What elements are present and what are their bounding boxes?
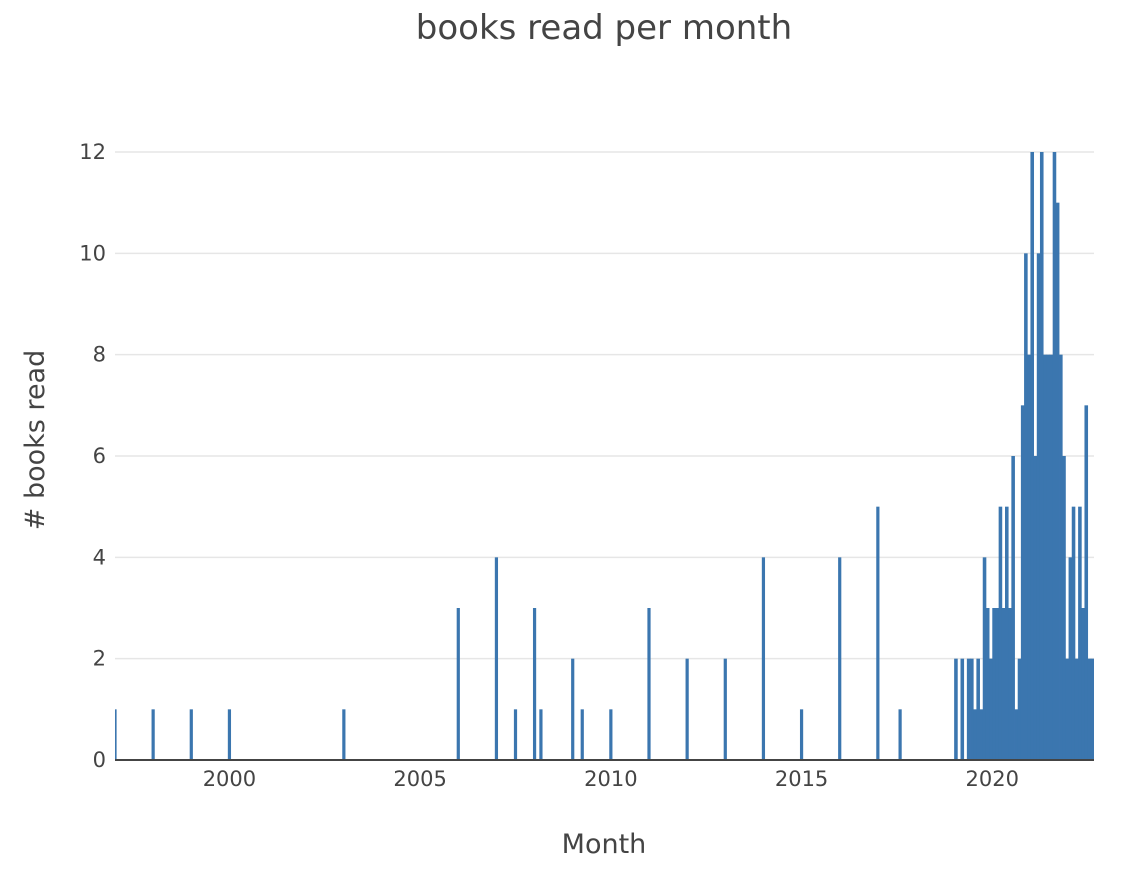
x-tick-labels: 2000 2005 2010 2015 2020: [203, 767, 1019, 791]
bar: [966, 658, 971, 760]
bar: [456, 608, 460, 760]
bar: [1036, 253, 1041, 761]
bar: [976, 658, 980, 760]
y-tick-labels: 0 2 4 6 8 10 12: [79, 140, 106, 772]
bar: [973, 709, 977, 760]
bar: [723, 658, 727, 760]
bar: [189, 709, 193, 760]
x-tick-label: 2005: [393, 767, 446, 791]
bar: [1020, 405, 1025, 760]
bar: [1030, 152, 1035, 760]
y-tick-label: 2: [93, 647, 106, 671]
bar: [571, 658, 575, 760]
bar: [1049, 354, 1054, 760]
bar: [1074, 658, 1079, 760]
y-tick-label: 6: [93, 444, 106, 468]
bar: [1014, 709, 1019, 760]
bar: [998, 506, 1003, 760]
bar: [1017, 658, 1022, 760]
x-tick-label: 2015: [775, 767, 828, 791]
bar: [1084, 405, 1089, 760]
bar: [1065, 658, 1069, 760]
bar: [647, 608, 651, 760]
y-tick-label: 10: [79, 241, 106, 265]
bar: [1078, 506, 1082, 760]
bar: [1081, 608, 1085, 760]
bar: [1024, 253, 1028, 761]
bar: [115, 709, 117, 760]
bar: [838, 557, 842, 760]
y-axis-title: # books read: [20, 350, 51, 530]
bar: [979, 709, 984, 760]
bar: [513, 709, 518, 760]
chart-title: books read per month: [416, 8, 792, 48]
bar: [1005, 506, 1009, 760]
bar: [1033, 456, 1038, 760]
bar: [1001, 608, 1006, 760]
bar: [532, 608, 537, 760]
bar: [1071, 506, 1076, 760]
bar: [992, 608, 996, 760]
bar: [995, 608, 1000, 760]
y-tick-label: 0: [93, 748, 106, 772]
x-axis-title: Month: [562, 829, 647, 860]
bar: [151, 709, 155, 760]
x-tick-label: 2010: [584, 767, 637, 791]
x-tick-label: 2000: [203, 767, 256, 791]
bar: [982, 557, 987, 760]
bar: [1008, 608, 1012, 760]
bar: [342, 709, 346, 760]
bar: [539, 709, 543, 760]
bar: [954, 658, 958, 760]
bar: [989, 658, 993, 760]
gridlines: [115, 151, 1094, 660]
bar: [960, 658, 965, 760]
bar: [1043, 354, 1047, 760]
bar: [985, 608, 990, 760]
bar: [970, 658, 974, 760]
bar: [1052, 152, 1057, 760]
bars: [115, 152, 1094, 761]
bar: [1059, 354, 1063, 760]
x-tick-label: 2020: [966, 767, 1019, 791]
bar: [1011, 456, 1015, 760]
y-tick-label: 12: [79, 140, 106, 164]
bar: [799, 709, 804, 760]
bar: [1046, 354, 1050, 760]
bar: [685, 658, 689, 760]
bar: [761, 557, 766, 760]
bar: [1087, 658, 1092, 760]
bar: [876, 506, 880, 760]
y-tick-label: 8: [93, 343, 106, 367]
bar: [227, 709, 232, 760]
bar: [580, 709, 584, 760]
y-tick-label: 4: [93, 545, 106, 569]
bar: [1090, 658, 1094, 760]
bar: [1062, 456, 1066, 760]
bar: [1068, 557, 1073, 760]
bar: [1027, 354, 1031, 760]
bar: [494, 557, 499, 760]
bar: [898, 709, 902, 760]
bar: [1055, 202, 1060, 760]
bar: [609, 709, 613, 760]
bar: [1039, 152, 1044, 760]
